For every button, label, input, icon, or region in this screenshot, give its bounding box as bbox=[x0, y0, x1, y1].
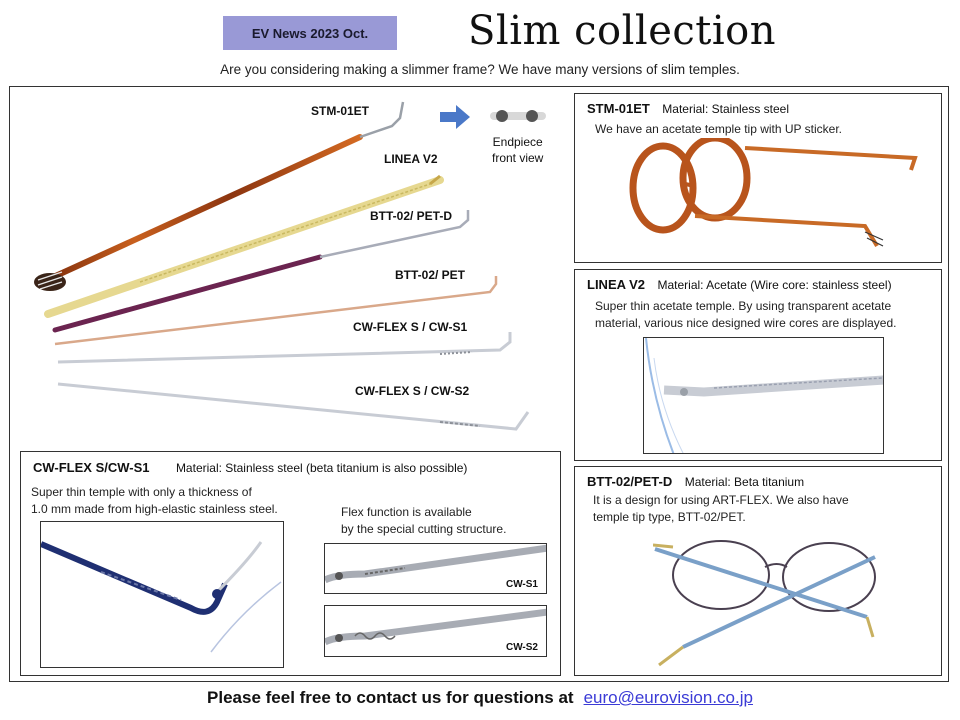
endpiece-icon bbox=[490, 110, 546, 122]
label-linea-v2: LINEA V2 bbox=[384, 152, 438, 166]
linea-photo bbox=[643, 337, 884, 454]
endpiece-caption-line2: front view bbox=[492, 151, 544, 165]
linea-desc: Super thin acetate temple. By using tran… bbox=[595, 298, 896, 332]
linea-name: LINEA V2 bbox=[587, 277, 646, 292]
stm-01et-panel: STM-01ET Material: Stainless steel We ha… bbox=[574, 93, 942, 263]
stm-glasses-photo bbox=[629, 138, 918, 248]
btt-desc-line1: It is a design for using ART-FLEX. We al… bbox=[593, 493, 849, 507]
cwflex-material: Material: Stainless steel (beta titanium… bbox=[175, 461, 468, 475]
endpiece-caption: Endpiece front view bbox=[492, 134, 543, 166]
temple-linea-v2 bbox=[44, 174, 444, 318]
temple-stm-01et bbox=[34, 101, 405, 291]
linea-desc-line1: Super thin acetate temple. By using tran… bbox=[595, 299, 892, 313]
btt-material: Material: Beta titanium bbox=[684, 475, 805, 489]
stm-heading: STM-01ET Material: Stainless steel bbox=[587, 100, 789, 118]
cw-s1-label: CW-S1 bbox=[505, 579, 538, 590]
cw-s2-temple-image bbox=[325, 608, 546, 646]
linea-v2-panel: LINEA V2 Material: Acetate (Wire core: s… bbox=[574, 269, 942, 461]
page-subtitle: Are you considering making a slimmer fra… bbox=[220, 62, 740, 77]
cwflex-desc-line1: Super thin temple with only a thickness … bbox=[31, 485, 252, 499]
cw-s1-temple-image bbox=[325, 544, 546, 584]
arrow-right-icon bbox=[440, 105, 470, 129]
cwflex-flex-line2: by the special cutting structure. bbox=[341, 522, 507, 536]
temple-cw-flex-s2 bbox=[57, 382, 530, 431]
cwflex-heading: CW-FLEX S/CW-S1 Material: Stainless stee… bbox=[33, 459, 467, 477]
stm-desc: We have an acetate temple tip with UP st… bbox=[595, 122, 843, 136]
linea-desc-line2: material, various nice designed wire cor… bbox=[595, 316, 897, 330]
stm-material: Material: Stainless steel bbox=[662, 102, 790, 116]
btt-heading: BTT-02/PET-D Material: Beta titanium bbox=[587, 473, 804, 491]
label-cw-flex-s2: CW-FLEX S / CW-S2 bbox=[355, 384, 470, 398]
label-stm-01et: STM-01ET bbox=[311, 104, 370, 118]
temple-btt-02-pet bbox=[54, 276, 498, 346]
endpiece-caption-line1: Endpiece bbox=[492, 135, 543, 149]
cwflex-flex-line1: Flex function is available bbox=[341, 505, 472, 519]
btt-desc: It is a design for using ART-FLEX. We al… bbox=[593, 492, 849, 526]
cwflex-flex-note: Flex function is available by the specia… bbox=[341, 504, 506, 538]
contact-email-link[interactable]: euro@eurovision.co.jp bbox=[583, 688, 753, 707]
label-btt-02-pet-d: BTT-02/ PET-D bbox=[370, 209, 453, 223]
temple-btt-02-pet-d bbox=[52, 210, 470, 333]
linea-material: Material: Acetate (Wire core: stainless … bbox=[657, 278, 892, 292]
cwflex-temple-closeup bbox=[41, 541, 282, 653]
cwflex-desc: Super thin temple with only a thickness … bbox=[31, 484, 278, 518]
cwflex-photo bbox=[40, 521, 284, 668]
news-badge: EV News 2023 Oct. bbox=[223, 16, 397, 50]
cw-s1-photo: CW-S1 bbox=[324, 543, 547, 594]
temple-cw-flex-s1 bbox=[57, 332, 512, 364]
label-btt-02-pet: BTT-02/ PET bbox=[395, 268, 466, 282]
main-panel bbox=[9, 86, 949, 682]
page-title: Slim collection bbox=[468, 8, 776, 54]
temples-illustration bbox=[34, 101, 546, 431]
cw-flex-panel: CW-FLEX S/CW-S1 Material: Stainless stee… bbox=[20, 451, 561, 676]
stm-name: STM-01ET bbox=[587, 101, 650, 116]
cwflex-name: CW-FLEX S/CW-S1 bbox=[33, 460, 150, 475]
cwflex-desc-line2: 1.0 mm made from high-elastic stainless … bbox=[31, 502, 278, 516]
label-cw-flex-s1: CW-FLEX S / CW-S1 bbox=[353, 320, 468, 334]
footer: Please feel free to contact us for quest… bbox=[0, 688, 960, 708]
cw-s2-label: CW-S2 bbox=[505, 642, 538, 653]
cw-s2-photo: CW-S2 bbox=[324, 605, 547, 657]
news-badge-text: EV News 2023 Oct. bbox=[251, 25, 369, 41]
linea-heading: LINEA V2 Material: Acetate (Wire core: s… bbox=[587, 276, 892, 294]
btt-name: BTT-02/PET-D bbox=[587, 474, 673, 489]
btt-glasses-photo bbox=[653, 540, 876, 667]
btt-02-pet-d-panel: BTT-02/PET-D Material: Beta titanium It … bbox=[574, 466, 942, 676]
linea-temple-closeup bbox=[645, 338, 883, 453]
btt-desc-line2: temple tip type, BTT-02/PET. bbox=[593, 510, 746, 524]
footer-text: Please feel free to contact us for quest… bbox=[207, 688, 574, 707]
